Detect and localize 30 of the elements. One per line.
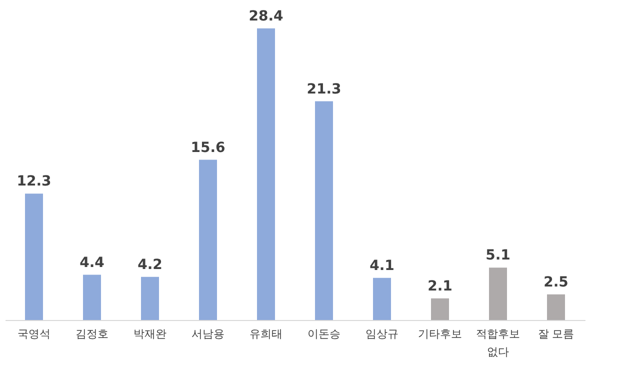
data-label: 15.6	[190, 140, 226, 156]
x-tick-label: 김정호	[76, 328, 108, 340]
x-tick-label: 기타후보	[418, 328, 462, 340]
bar	[547, 294, 565, 320]
bar	[373, 278, 391, 320]
bar	[141, 276, 159, 320]
data-label: 4.2	[138, 256, 162, 273]
bar	[489, 268, 507, 320]
x-tick-label: 임상규	[366, 328, 398, 340]
bar	[83, 274, 101, 320]
bar	[25, 194, 43, 320]
x-tick-label: 잘 모름	[538, 328, 574, 340]
data-label: 4.1	[370, 258, 394, 274]
x-tick-label: 유희태	[250, 328, 282, 340]
x-tick-label: 이돈승	[308, 328, 340, 340]
x-tick-label: 적합후보 없다	[476, 328, 520, 358]
data-label: 2.1	[428, 278, 452, 294]
data-label: 12.3	[16, 174, 52, 190]
bar	[199, 160, 217, 320]
bar	[431, 298, 449, 320]
x-tick-label: 서남용	[192, 328, 224, 340]
bar	[257, 28, 275, 320]
x-tick-label: 박재완	[134, 328, 166, 340]
data-label: 4.4	[80, 254, 105, 271]
x-tick-label: 국영석	[18, 328, 50, 340]
data-label: 2.5	[544, 274, 568, 290]
data-label: 21.3	[306, 81, 342, 98]
bar	[315, 101, 333, 320]
data-label: 5.1	[486, 248, 510, 264]
data-label: 28.4	[248, 8, 284, 24]
